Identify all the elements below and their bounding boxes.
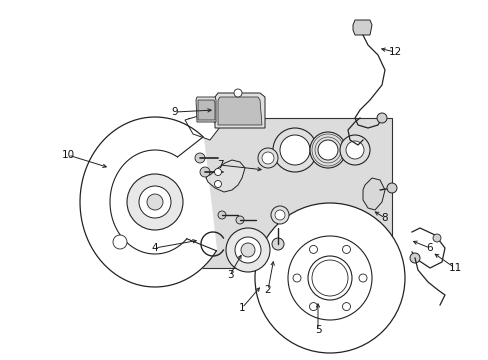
Polygon shape: [205, 160, 244, 192]
Polygon shape: [80, 117, 216, 287]
Text: 7: 7: [216, 160, 223, 170]
Circle shape: [272, 128, 316, 172]
Circle shape: [271, 238, 284, 250]
Circle shape: [127, 174, 183, 230]
Circle shape: [309, 132, 346, 168]
Circle shape: [270, 206, 288, 224]
Circle shape: [317, 140, 337, 160]
Bar: [187, 118, 391, 268]
Circle shape: [409, 253, 419, 263]
Circle shape: [346, 141, 363, 159]
Polygon shape: [198, 100, 215, 120]
Circle shape: [241, 243, 254, 257]
Circle shape: [262, 152, 273, 164]
Polygon shape: [352, 20, 371, 35]
Circle shape: [292, 274, 301, 282]
Text: 4: 4: [151, 243, 158, 253]
Circle shape: [309, 302, 317, 311]
Circle shape: [309, 246, 317, 253]
Circle shape: [358, 274, 366, 282]
Circle shape: [225, 228, 269, 272]
Polygon shape: [218, 97, 262, 125]
Circle shape: [339, 135, 369, 165]
Text: 5: 5: [314, 325, 321, 335]
Circle shape: [386, 183, 396, 193]
Text: 11: 11: [447, 263, 461, 273]
Text: 2: 2: [264, 285, 271, 295]
Circle shape: [113, 235, 127, 249]
Circle shape: [311, 260, 347, 296]
Circle shape: [218, 211, 225, 219]
Circle shape: [236, 216, 244, 224]
Circle shape: [376, 113, 386, 123]
Circle shape: [342, 246, 350, 253]
Text: 1: 1: [238, 303, 245, 313]
Text: 8: 8: [381, 213, 387, 223]
Polygon shape: [362, 178, 384, 210]
Circle shape: [307, 256, 351, 300]
Circle shape: [200, 167, 209, 177]
Polygon shape: [215, 93, 264, 128]
Circle shape: [254, 203, 404, 353]
Circle shape: [432, 234, 440, 242]
Circle shape: [342, 302, 350, 311]
Circle shape: [139, 186, 171, 218]
Circle shape: [235, 237, 261, 263]
Circle shape: [214, 168, 221, 175]
Circle shape: [274, 210, 285, 220]
Circle shape: [280, 135, 309, 165]
Circle shape: [147, 194, 163, 210]
Circle shape: [234, 89, 242, 97]
Text: 9: 9: [171, 107, 178, 117]
Polygon shape: [184, 114, 220, 140]
Text: 6: 6: [426, 243, 432, 253]
Circle shape: [258, 148, 278, 168]
Circle shape: [214, 180, 221, 188]
Circle shape: [287, 236, 371, 320]
Polygon shape: [196, 97, 216, 122]
Text: 10: 10: [61, 150, 74, 160]
Circle shape: [195, 153, 204, 163]
Text: 12: 12: [387, 47, 401, 57]
Text: 3: 3: [226, 270, 233, 280]
